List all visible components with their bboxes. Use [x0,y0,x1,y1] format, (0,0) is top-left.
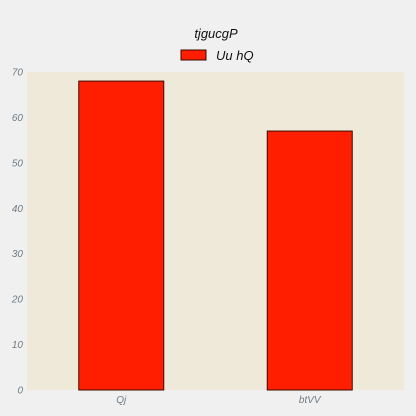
y-tick-label: 0 [17,386,23,397]
bar-Qj [78,80,165,391]
chart-title: tjgucgP [194,26,238,41]
y-tick-label: 20 [11,295,24,306]
legend-swatch [180,49,207,61]
legend-label: Uu hQ [216,48,254,63]
y-tick-label: 30 [12,249,24,260]
y-tick-label: 10 [12,340,24,351]
y-tick-label: 40 [12,204,24,215]
x-tick-label: Qj [116,395,127,406]
bar-btVV [266,130,353,391]
y-tick-label: 50 [12,158,24,169]
y-axis: 0 10 20 30 40 50 60 70 [11,68,24,397]
x-axis: Qj btVV [116,395,322,406]
y-tick-label: 60 [12,113,24,124]
x-tick-label: btVV [299,395,322,406]
bar-group [78,80,353,391]
y-tick-label: 70 [12,68,24,79]
legend: Uu hQ [180,48,254,63]
